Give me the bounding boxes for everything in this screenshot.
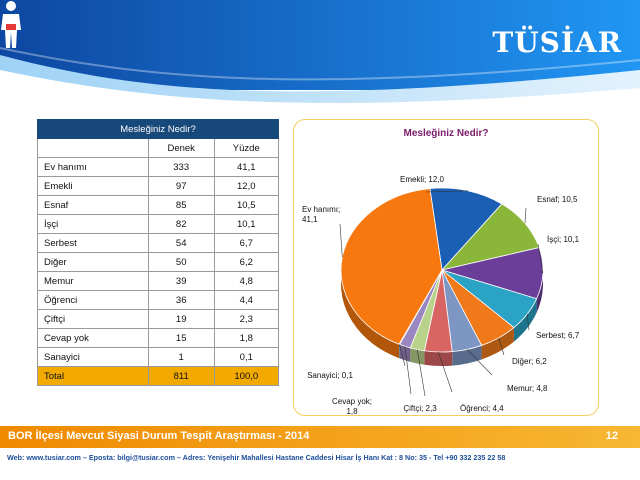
row-count: 1: [147, 347, 215, 367]
leader-line: [498, 337, 505, 356]
leader-line: [466, 349, 493, 376]
row-percent: 4,8: [213, 271, 280, 291]
pie-chart: Emekli; 12,0 Esnaf; 10,5 İşçi; 10,1 Serbest…: [302, 175, 580, 416]
leader-line: [537, 243, 544, 274]
row-label: İşçi: [37, 214, 149, 234]
leader-line: [524, 207, 527, 224]
table-row: İşçi 82 10,1: [37, 214, 280, 234]
row-count: 97: [147, 176, 215, 196]
leader-line: [526, 314, 530, 331]
row-label: Çiftçi: [37, 309, 149, 329]
table-row: Öğrenci 36 4,4: [37, 290, 280, 310]
row-count: 39: [147, 271, 215, 291]
table-header-count: Denek: [147, 138, 215, 158]
row-percent: 6,2: [213, 252, 280, 272]
table-row: Emekli 97 12,0: [37, 176, 280, 196]
header-banner: TÜSİAR: [0, 0, 640, 115]
row-count: 15: [147, 328, 215, 348]
row-percent: 12,0: [213, 176, 280, 196]
row-percent: 6,7: [213, 233, 280, 253]
table-row: Ev hanımı 333 41,1: [37, 157, 280, 177]
table-row: Diğer 50 6,2: [37, 252, 280, 272]
row-label: Diğer: [37, 252, 149, 272]
row-label: Sanayici: [37, 347, 149, 367]
data-label: Esnaf; 10,5: [537, 195, 578, 204]
chart-title: Mesleğiniz Nedir?: [403, 128, 489, 139]
table-header-empty: [37, 138, 149, 158]
row-count: 333: [147, 157, 215, 177]
page-number: 12: [605, 430, 618, 442]
row-percent: 10,5: [213, 195, 280, 215]
total-count: 811: [147, 366, 215, 386]
data-label: Diğer; 6,2: [512, 357, 547, 366]
row-percent: 2,3: [213, 309, 280, 329]
table-row: Esnaf 85 10,5: [37, 195, 280, 215]
table-total-row: Total 811 100,0: [37, 366, 280, 386]
leader-line: [339, 223, 343, 257]
footer-title: BOR İlçesi Mevcut Siyasi Durum Tespit Ar…: [8, 430, 310, 442]
row-count: 82: [147, 214, 215, 234]
row-percent: 4,4: [213, 290, 280, 310]
pie-chart-panel: Mesleğiniz Nedir? Emekli; 12,0 Esnaf; 10,…: [293, 119, 599, 416]
leader-line: [437, 351, 453, 393]
row-count: 54: [147, 233, 215, 253]
data-label: Çiftçi; 2,3: [403, 404, 437, 413]
leader-line: [416, 349, 426, 397]
row-count: 36: [147, 290, 215, 310]
leader-line: [404, 346, 412, 395]
occupation-table: Mesleğiniz Nedir? Denek Yüzde Ev hanımı 3…: [37, 119, 280, 386]
pie-slice-side: [399, 344, 400, 359]
header-wave-graphic: [0, 0, 640, 115]
row-label: Serbest: [37, 233, 149, 253]
row-label: Cevap yok: [37, 328, 149, 348]
data-label: Öğrenci; 4,4: [460, 404, 504, 413]
total-percent: 100,0: [213, 366, 280, 386]
table-caption: Mesleğiniz Nedir?: [37, 119, 279, 139]
table-row: Çiftçi 19 2,3: [37, 309, 280, 329]
pie-slice-side: [399, 344, 411, 362]
footer-bar: BOR İlçesi Mevcut Siyasi Durum Tespit Ar…: [0, 426, 640, 448]
row-label: Memur: [37, 271, 149, 291]
row-count: 19: [147, 309, 215, 329]
total-label: Total: [37, 366, 149, 386]
logo-figure-icon: [1, 1, 21, 48]
row-percent: 10,1: [213, 214, 280, 234]
leader-line: [399, 344, 406, 367]
row-count: 85: [147, 195, 215, 215]
contact-line: Web: www.tusiar.com – Eposta: bilgi@tusi…: [7, 453, 506, 462]
row-percent: 41,1: [213, 157, 280, 177]
data-label: Serbest; 6,7: [536, 331, 580, 340]
row-label: Öğrenci: [37, 290, 149, 310]
table-row: Sanayici 1 0,1: [37, 347, 280, 367]
table-row: Cevap yok 15 1,8: [37, 328, 280, 348]
table-row: Serbest 54 6,7: [37, 233, 280, 253]
data-label: Sanayici; 0,1: [307, 371, 353, 380]
row-label: Emekli: [37, 176, 149, 196]
row-label: Ev hanımı: [37, 157, 149, 177]
logo-text: TÜSİAR: [492, 26, 622, 59]
row-count: 50: [147, 252, 215, 272]
table-header-percent: Yüzde: [213, 138, 280, 158]
pie-slice-side: [424, 350, 453, 366]
data-label: Cevap yok; 1,8: [332, 397, 372, 416]
row-percent: 1,8: [213, 328, 280, 348]
pie-slice-side: [452, 345, 482, 366]
data-label: İşçi; 10,1: [547, 235, 580, 244]
data-label: Emekli; 12,0: [400, 175, 445, 184]
row-percent: 0,1: [213, 347, 280, 367]
data-label: Ev hanımı; 41,1: [302, 205, 340, 224]
leader-line: [425, 190, 468, 193]
row-label: Esnaf: [37, 195, 149, 215]
pie-slice-side: [481, 327, 514, 360]
data-label: Memur; 4,8: [507, 384, 548, 393]
pie-slice-side: [410, 347, 425, 365]
table-row: Memur 39 4,8: [37, 271, 280, 291]
